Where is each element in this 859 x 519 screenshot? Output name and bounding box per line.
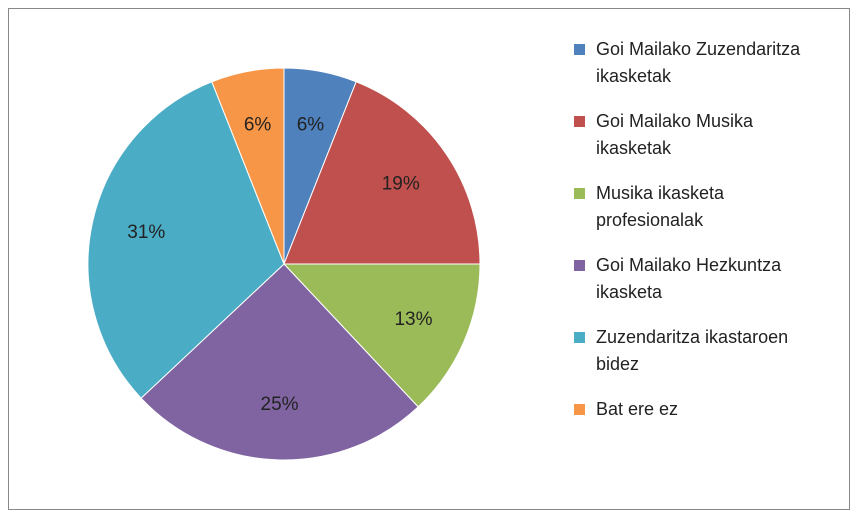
data-label: 6% <box>244 114 272 135</box>
pie-slice <box>211 67 285 265</box>
legend-swatch <box>574 188 585 199</box>
legend-label: Goi Mailako Musika ikasketak <box>596 111 754 158</box>
legend-swatch <box>574 116 585 127</box>
data-label: 13% <box>394 309 432 330</box>
data-label: 19% <box>382 174 420 195</box>
legend-label: Zuzendaritza ikastaroen bidez <box>596 327 789 374</box>
pie-slice <box>87 81 285 399</box>
pie-slice <box>283 81 481 265</box>
data-label: 31% <box>127 222 165 243</box>
data-label: 25% <box>261 394 299 415</box>
legend-label: Goi Mailako Hezkuntza ikasketa <box>596 255 782 302</box>
pie-slice <box>282 263 481 408</box>
legend-label: Bat ere ez <box>596 399 679 419</box>
legend-swatch <box>574 260 585 271</box>
data-label: 6% <box>297 114 325 135</box>
legend-label: Goi Mailako Zuzendaritza ikasketak <box>596 39 801 86</box>
legend-label: Musika ikasketa profesionalak <box>596 183 725 230</box>
legend-swatch <box>574 332 585 343</box>
legend-swatch <box>574 44 585 55</box>
legend-swatch <box>574 404 585 415</box>
pie-slice <box>140 263 419 461</box>
